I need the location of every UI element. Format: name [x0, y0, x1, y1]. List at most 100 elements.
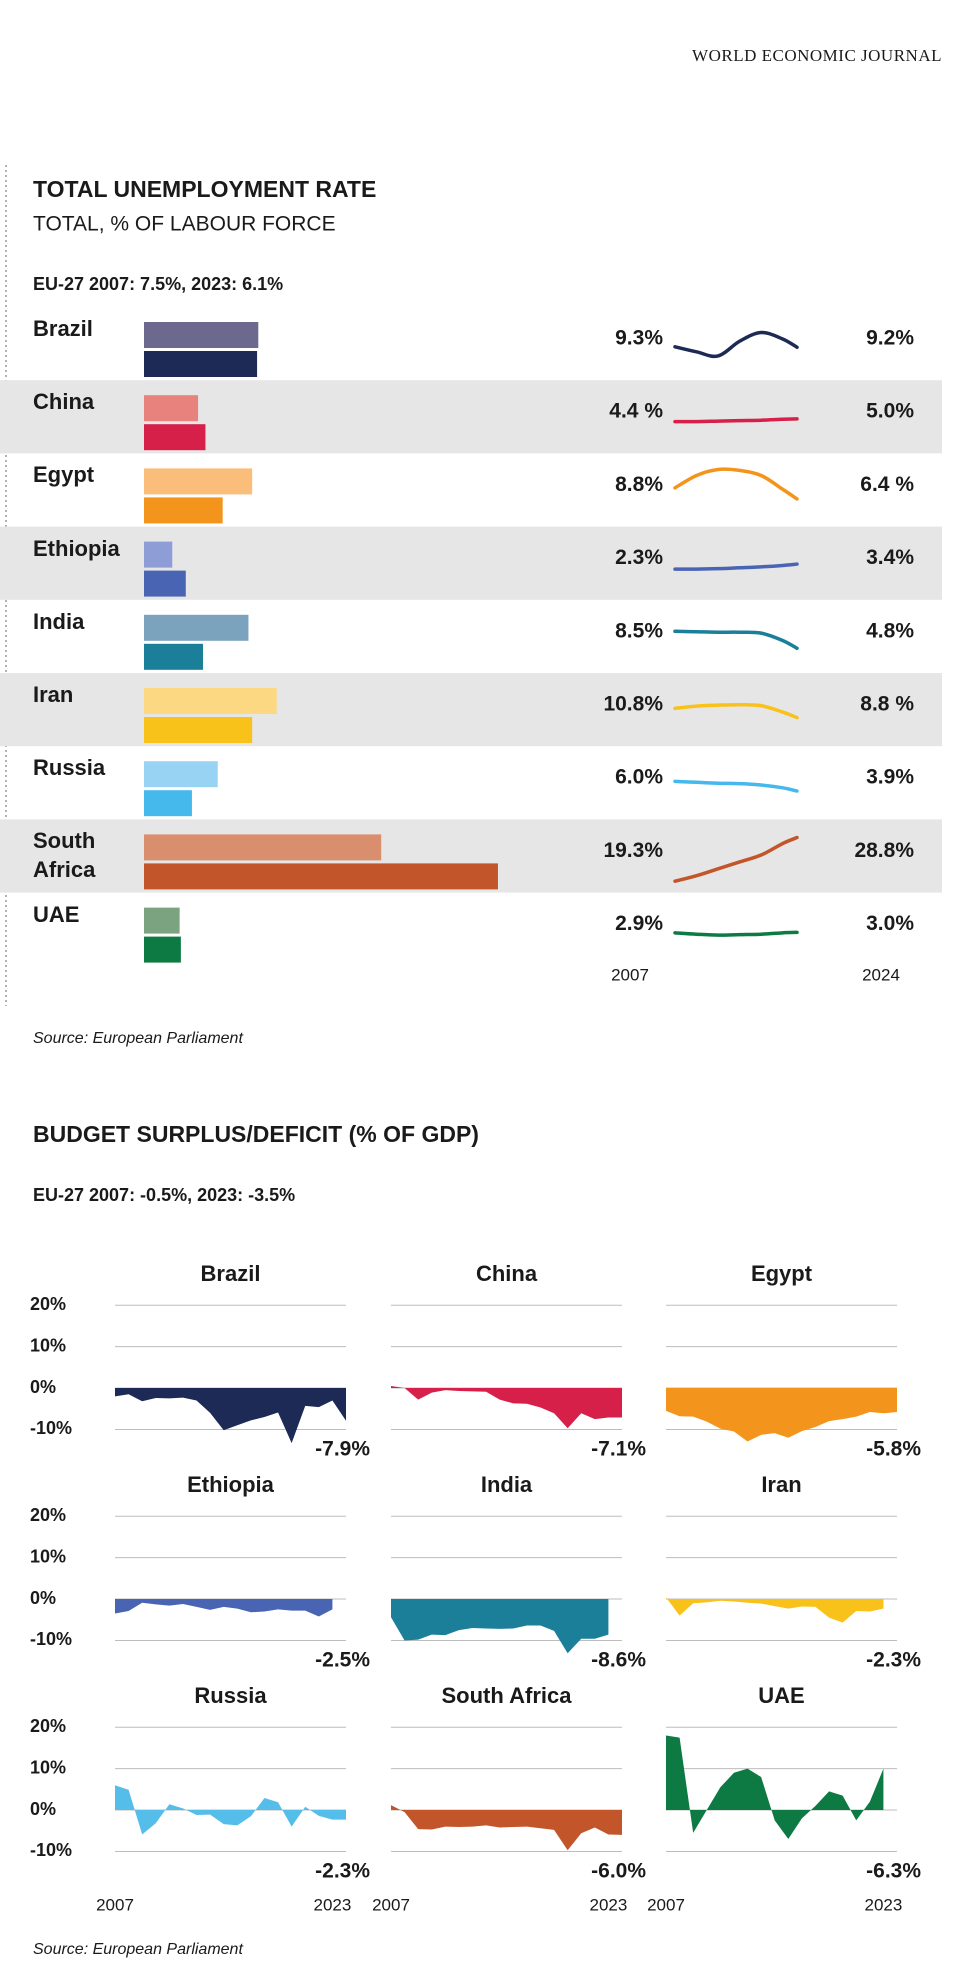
- publication-name: WORLD ECONOMIC JOURNAL: [692, 46, 942, 65]
- y-tick-label: 10%: [30, 1335, 66, 1355]
- column-header: 2007: [611, 965, 649, 984]
- y-tick-label: 10%: [30, 1757, 66, 1777]
- category-label: Egypt: [33, 462, 95, 488]
- panel-annotation: -7.9%: [315, 1438, 370, 1461]
- panel-annotation: -5.8%: [866, 1438, 921, 1461]
- y-tick-label: 20%: [30, 1294, 66, 1314]
- area: [666, 1735, 884, 1840]
- category-label: India: [33, 608, 85, 634]
- area: [115, 1388, 346, 1444]
- value-label: 9.2%: [866, 327, 914, 350]
- trend-line: [673, 779, 799, 793]
- value-label: 8.8%: [615, 473, 663, 496]
- bar: [144, 761, 218, 788]
- bar: [144, 643, 203, 670]
- trend-line: [673, 330, 799, 359]
- annotation: EU-27 2007: -0.5%, 2023: -3.5%: [33, 1185, 295, 1205]
- y-tick-label: -10%: [30, 1840, 72, 1860]
- bar: [144, 614, 249, 641]
- annotation: EU-27 2007: 7.5%, 2023: 6.1%: [33, 274, 283, 294]
- area: [115, 1785, 346, 1835]
- bar: [144, 570, 186, 597]
- category-label: Brazil: [33, 316, 93, 341]
- y-tick-label: 20%: [30, 1716, 66, 1736]
- value-label: 9.3%: [615, 327, 663, 350]
- trend-line: [673, 417, 799, 424]
- panel-annotation: -6.0%: [591, 1860, 646, 1883]
- x-tick-label: 2023: [313, 1895, 351, 1914]
- bar: [144, 790, 192, 817]
- bar: [144, 717, 253, 743]
- panel-annotation: -2.3%: [315, 1860, 370, 1883]
- value-label: 2.9%: [615, 912, 663, 935]
- panel-title: Ethiopia: [187, 1472, 275, 1497]
- column-header: 2024: [862, 965, 900, 984]
- row-band: [0, 526, 942, 600]
- panel-title: UAE: [758, 1683, 804, 1708]
- y-tick-label: 20%: [30, 1505, 66, 1525]
- area: [391, 1599, 609, 1654]
- value-label: 4.8%: [866, 619, 914, 642]
- value-label: 19.3%: [603, 839, 663, 862]
- y-tick-label: 0%: [30, 1377, 56, 1397]
- bar: [144, 322, 259, 348]
- chart-title: BUDGET SURPLUS/DEFICIT (% OF GDP): [33, 1121, 479, 1147]
- chart-title: TOTAL UNEMPLOYMENT RATE: [33, 176, 376, 202]
- bar: [144, 468, 253, 495]
- area: [391, 1805, 622, 1851]
- value-label: 5.0%: [866, 400, 914, 423]
- panel-title: Brazil: [201, 1261, 261, 1286]
- value-label: 6.0%: [615, 766, 663, 789]
- area: [666, 1388, 897, 1442]
- panel-title: South Africa: [442, 1683, 573, 1708]
- chart-subtitle: TOTAL, % OF LABOUR FORCE: [33, 213, 336, 236]
- area: [391, 1385, 622, 1429]
- bar: [144, 497, 223, 524]
- trend-line: [673, 629, 799, 651]
- trend-line: [673, 562, 799, 571]
- category-label: South Africa: [33, 828, 96, 882]
- bar: [144, 424, 206, 451]
- panel-title: Egypt: [751, 1261, 813, 1286]
- y-tick-label: 0%: [30, 1799, 56, 1819]
- trend-line: [673, 702, 799, 720]
- value-label: 3.4%: [866, 546, 914, 569]
- value-label: 4.4 %: [609, 400, 663, 423]
- value-label: 10.8%: [603, 693, 663, 716]
- bar: [144, 351, 258, 377]
- category-label: Iran: [33, 682, 74, 707]
- area: [666, 1597, 884, 1623]
- bar: [144, 395, 199, 422]
- panel-annotation: -6.3%: [866, 1860, 921, 1883]
- value-label: 3.9%: [866, 766, 914, 789]
- category-label: China: [33, 389, 95, 415]
- panel-title: China: [476, 1261, 538, 1286]
- value-label: 8.8 %: [860, 693, 914, 716]
- value-label: 2.3%: [615, 546, 663, 569]
- panel-annotation: -7.1%: [591, 1438, 646, 1461]
- category-label: UAE: [33, 901, 80, 927]
- area: [115, 1599, 333, 1617]
- panel-title: Russia: [194, 1683, 267, 1708]
- x-tick-label: 2007: [372, 1895, 410, 1914]
- panel-annotation: -2.5%: [315, 1649, 370, 1672]
- source: Source: European Parliament: [33, 1941, 243, 1958]
- source: Source: European Parliament: [33, 1030, 243, 1047]
- bar: [144, 834, 382, 861]
- trend-line: [673, 835, 799, 883]
- row-band: [0, 380, 942, 454]
- panel-title: Iran: [761, 1472, 801, 1497]
- value-label: 3.0%: [866, 912, 914, 935]
- y-tick-label: 0%: [30, 1588, 56, 1608]
- y-tick-label: 10%: [30, 1546, 66, 1566]
- panel-annotation: -8.6%: [591, 1649, 646, 1672]
- trend-line: [673, 467, 799, 501]
- x-tick-label: 2007: [647, 1895, 685, 1914]
- bar: [144, 936, 181, 963]
- value-label: 6.4 %: [860, 473, 914, 496]
- value-label: 28.8%: [854, 839, 914, 862]
- x-tick-label: 2023: [589, 1895, 627, 1914]
- category-label: Ethiopia: [33, 535, 120, 561]
